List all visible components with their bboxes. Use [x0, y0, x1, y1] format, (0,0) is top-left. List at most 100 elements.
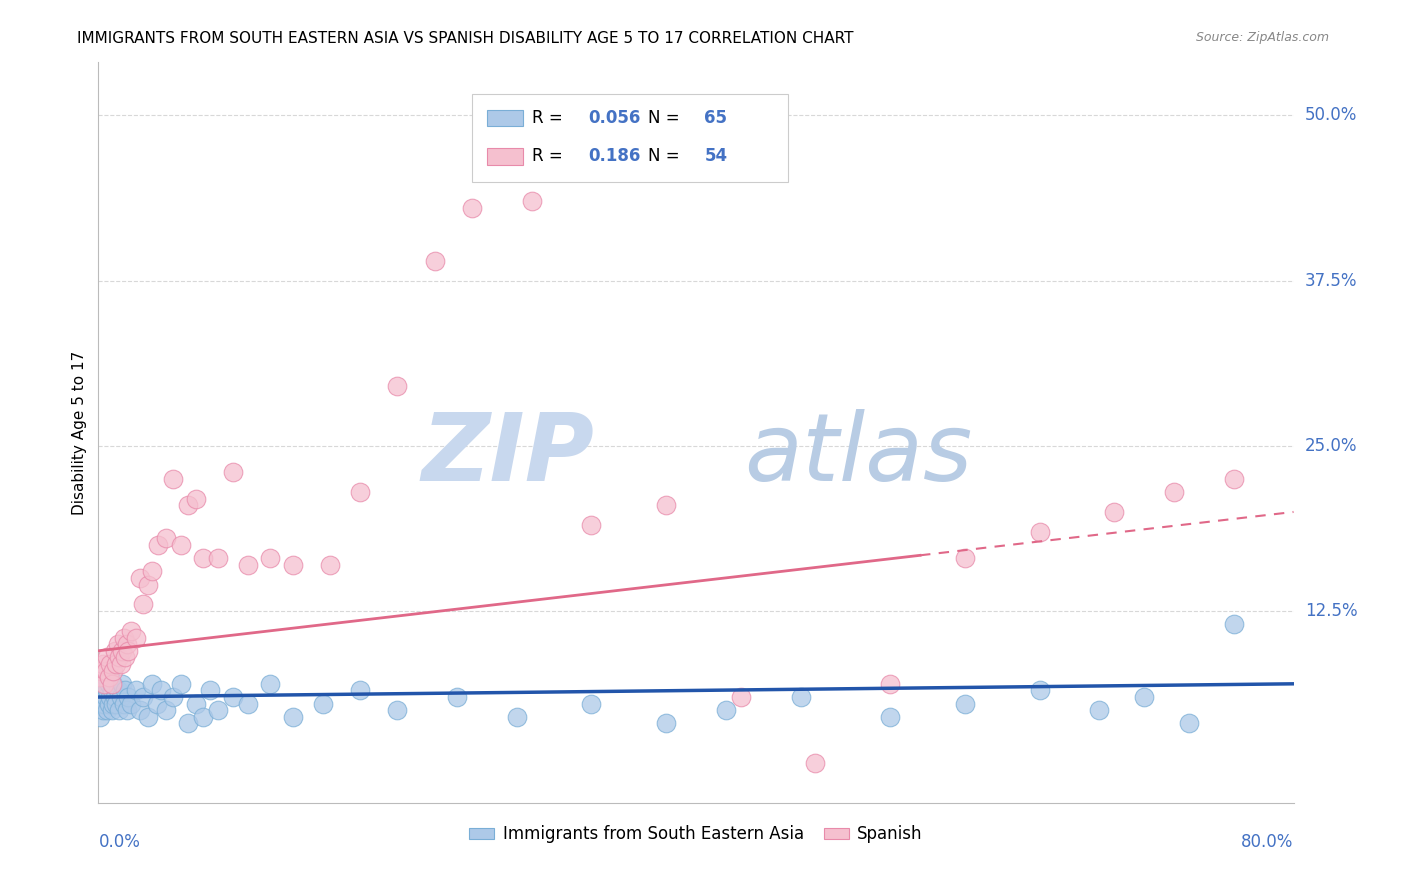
- Point: [1223, 472, 1246, 486]
- Point: [423, 253, 446, 268]
- Point: [319, 558, 342, 572]
- Point: [259, 677, 281, 691]
- Point: [141, 677, 163, 691]
- Point: [259, 551, 281, 566]
- Point: [94, 670, 117, 684]
- Point: [136, 710, 159, 724]
- Point: [98, 657, 122, 671]
- Point: [385, 703, 409, 717]
- Point: [581, 697, 603, 711]
- Point: [141, 565, 163, 579]
- Point: [655, 499, 678, 513]
- Point: [150, 683, 173, 698]
- Point: [125, 683, 148, 698]
- Point: [714, 703, 737, 717]
- Point: [105, 697, 128, 711]
- Point: [191, 551, 214, 566]
- Point: [96, 683, 118, 698]
- Point: [98, 670, 122, 684]
- Point: [90, 690, 112, 704]
- Point: [177, 716, 200, 731]
- Point: [108, 650, 131, 665]
- Text: N =: N =: [648, 109, 685, 127]
- Point: [804, 756, 827, 771]
- Point: [101, 703, 124, 717]
- Point: [311, 697, 333, 711]
- Text: Source: ZipAtlas.com: Source: ZipAtlas.com: [1195, 31, 1329, 45]
- Point: [1223, 617, 1246, 632]
- Point: [115, 637, 138, 651]
- Text: 0.0%: 0.0%: [98, 833, 141, 851]
- Text: IMMIGRANTS FROM SOUTH EASTERN ASIA VS SPANISH DISABILITY AGE 5 TO 17 CORRELATION: IMMIGRANTS FROM SOUTH EASTERN ASIA VS SP…: [77, 31, 853, 46]
- Point: [789, 690, 811, 704]
- Point: [94, 690, 117, 704]
- Text: 0.056: 0.056: [589, 109, 641, 127]
- Point: [111, 677, 134, 691]
- Point: [96, 650, 118, 665]
- Point: [98, 690, 122, 704]
- Point: [91, 657, 114, 671]
- Point: [104, 644, 127, 658]
- Point: [93, 697, 115, 711]
- Point: [117, 690, 139, 704]
- Point: [1104, 505, 1126, 519]
- Y-axis label: Disability Age 5 to 17: Disability Age 5 to 17: [72, 351, 87, 515]
- Point: [103, 677, 125, 691]
- Text: 37.5%: 37.5%: [1305, 271, 1357, 290]
- Point: [162, 690, 184, 704]
- Point: [184, 491, 207, 506]
- Text: 25.0%: 25.0%: [1305, 437, 1357, 455]
- FancyBboxPatch shape: [486, 110, 523, 126]
- Legend: Immigrants from South Eastern Asia, Spanish: Immigrants from South Eastern Asia, Span…: [463, 819, 929, 850]
- Text: R =: R =: [533, 109, 568, 127]
- Point: [129, 571, 152, 585]
- Point: [1028, 524, 1050, 539]
- Point: [1088, 703, 1111, 717]
- Text: R =: R =: [533, 147, 568, 165]
- Point: [385, 379, 409, 393]
- Point: [461, 201, 484, 215]
- Point: [93, 677, 115, 691]
- Point: [520, 194, 543, 209]
- Point: [281, 710, 304, 724]
- Point: [120, 624, 142, 638]
- Point: [89, 670, 111, 684]
- Point: [148, 538, 170, 552]
- Text: 12.5%: 12.5%: [1305, 602, 1357, 620]
- Point: [236, 558, 259, 572]
- Point: [169, 538, 191, 552]
- Point: [97, 697, 120, 711]
- Point: [103, 697, 125, 711]
- Point: [112, 697, 135, 711]
- Point: [125, 631, 148, 645]
- Point: [953, 551, 976, 566]
- Text: atlas: atlas: [744, 409, 972, 500]
- FancyBboxPatch shape: [486, 148, 523, 165]
- Point: [129, 703, 152, 717]
- Point: [879, 710, 901, 724]
- Point: [349, 485, 371, 500]
- Point: [207, 551, 229, 566]
- Point: [222, 465, 245, 479]
- Point: [94, 664, 117, 678]
- Text: N =: N =: [648, 147, 685, 165]
- Point: [108, 703, 131, 717]
- Point: [110, 657, 132, 671]
- Point: [90, 664, 112, 678]
- Point: [93, 677, 115, 691]
- Point: [191, 710, 214, 724]
- Point: [236, 697, 259, 711]
- Point: [222, 690, 245, 704]
- Point: [114, 650, 136, 665]
- Point: [207, 703, 229, 717]
- Point: [162, 472, 184, 486]
- Point: [177, 499, 200, 513]
- Point: [446, 690, 468, 704]
- Point: [581, 518, 603, 533]
- Point: [115, 703, 138, 717]
- Point: [1028, 683, 1050, 698]
- Point: [132, 598, 155, 612]
- Point: [105, 657, 128, 671]
- Point: [97, 670, 120, 684]
- FancyBboxPatch shape: [472, 95, 787, 182]
